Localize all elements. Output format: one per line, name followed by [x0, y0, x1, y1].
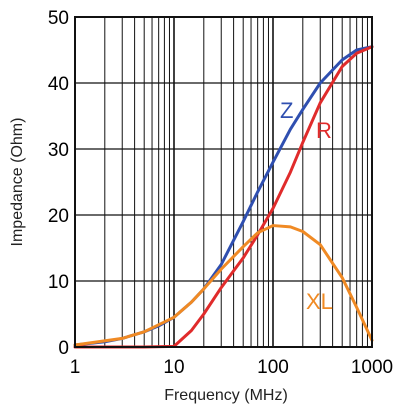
series-label-layer: ZR XL: [280, 98, 333, 314]
y-tick-label: 30: [48, 140, 69, 161]
tick-label-layer: 1 10 100 1000 0 10 20 30 40 50: [48, 8, 393, 378]
y-tick-label: 0: [58, 338, 69, 359]
series-line-xl: [73, 224, 374, 347]
plot-border: [74, 16, 373, 348]
x-tick-label: 1: [70, 357, 81, 378]
x-axis-title: Frequency (MHz): [164, 387, 288, 404]
x-tick-label: 10: [163, 357, 184, 378]
y-tick-label: 10: [48, 272, 69, 293]
grid-layer: [75, 17, 372, 347]
x-tick-label: 100: [257, 357, 289, 378]
y-axis-title: Impedance (Ohm): [9, 118, 26, 247]
y-tick-label: 50: [48, 8, 69, 29]
y-tick-label: 40: [48, 74, 69, 95]
x-tick-label: 1000: [351, 357, 393, 378]
series-label-z: Z: [280, 98, 293, 123]
plot-frame: [74, 16, 373, 348]
series-label-xl: XL: [306, 289, 333, 314]
y-tick-label: 20: [48, 206, 69, 227]
series-label-r: R: [316, 118, 332, 143]
